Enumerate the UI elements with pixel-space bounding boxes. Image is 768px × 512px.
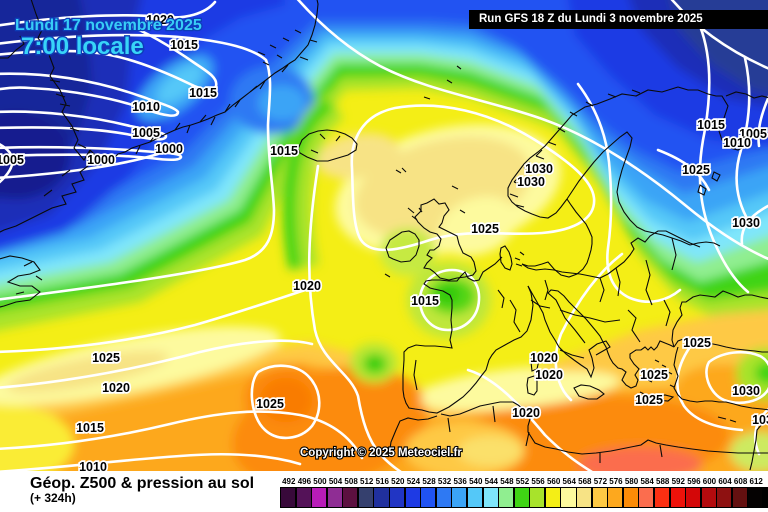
svg-text:1020: 1020	[146, 13, 174, 27]
svg-text:Lundi 17 novembre 2025: Lundi 17 novembre 2025	[15, 17, 202, 34]
svg-text:1025: 1025	[683, 336, 711, 350]
svg-text:1020: 1020	[535, 368, 563, 382]
svg-text:1005: 1005	[739, 127, 767, 141]
svg-text:1015: 1015	[411, 294, 439, 308]
svg-text:1005: 1005	[132, 126, 160, 140]
svg-text:1000: 1000	[87, 153, 115, 167]
svg-text:1005: 1005	[0, 153, 24, 167]
svg-text:1015: 1015	[697, 118, 725, 132]
svg-text:7:00 locale: 7:00 locale	[21, 33, 144, 60]
svg-text:1025: 1025	[471, 222, 499, 236]
svg-text:1015: 1015	[170, 38, 198, 52]
svg-text:1025: 1025	[640, 368, 668, 382]
svg-text:1030: 1030	[732, 216, 760, 230]
svg-text:1025: 1025	[682, 163, 710, 177]
svg-text:1020: 1020	[512, 406, 540, 420]
svg-text:1025: 1025	[92, 351, 120, 365]
svg-text:Copyright © 2025 Meteociel.fr: Copyright © 2025 Meteociel.fr	[300, 447, 462, 459]
svg-text:1030: 1030	[525, 162, 553, 176]
svg-text:1030: 1030	[752, 413, 768, 427]
svg-text:1015: 1015	[270, 144, 298, 158]
svg-text:1015: 1015	[189, 86, 217, 100]
svg-text:1010: 1010	[79, 460, 107, 471]
svg-text:1010: 1010	[132, 100, 160, 114]
svg-text:1025: 1025	[256, 397, 284, 411]
svg-text:1030: 1030	[732, 384, 760, 398]
svg-text:1010: 1010	[723, 136, 751, 150]
svg-text:1025: 1025	[635, 393, 663, 407]
svg-text:1030: 1030	[517, 175, 545, 189]
svg-text:1020: 1020	[530, 351, 558, 365]
svg-text:1015: 1015	[76, 421, 104, 435]
svg-text:1020: 1020	[293, 279, 321, 293]
svg-text:1020: 1020	[102, 381, 130, 395]
svg-text:1000: 1000	[155, 142, 183, 156]
